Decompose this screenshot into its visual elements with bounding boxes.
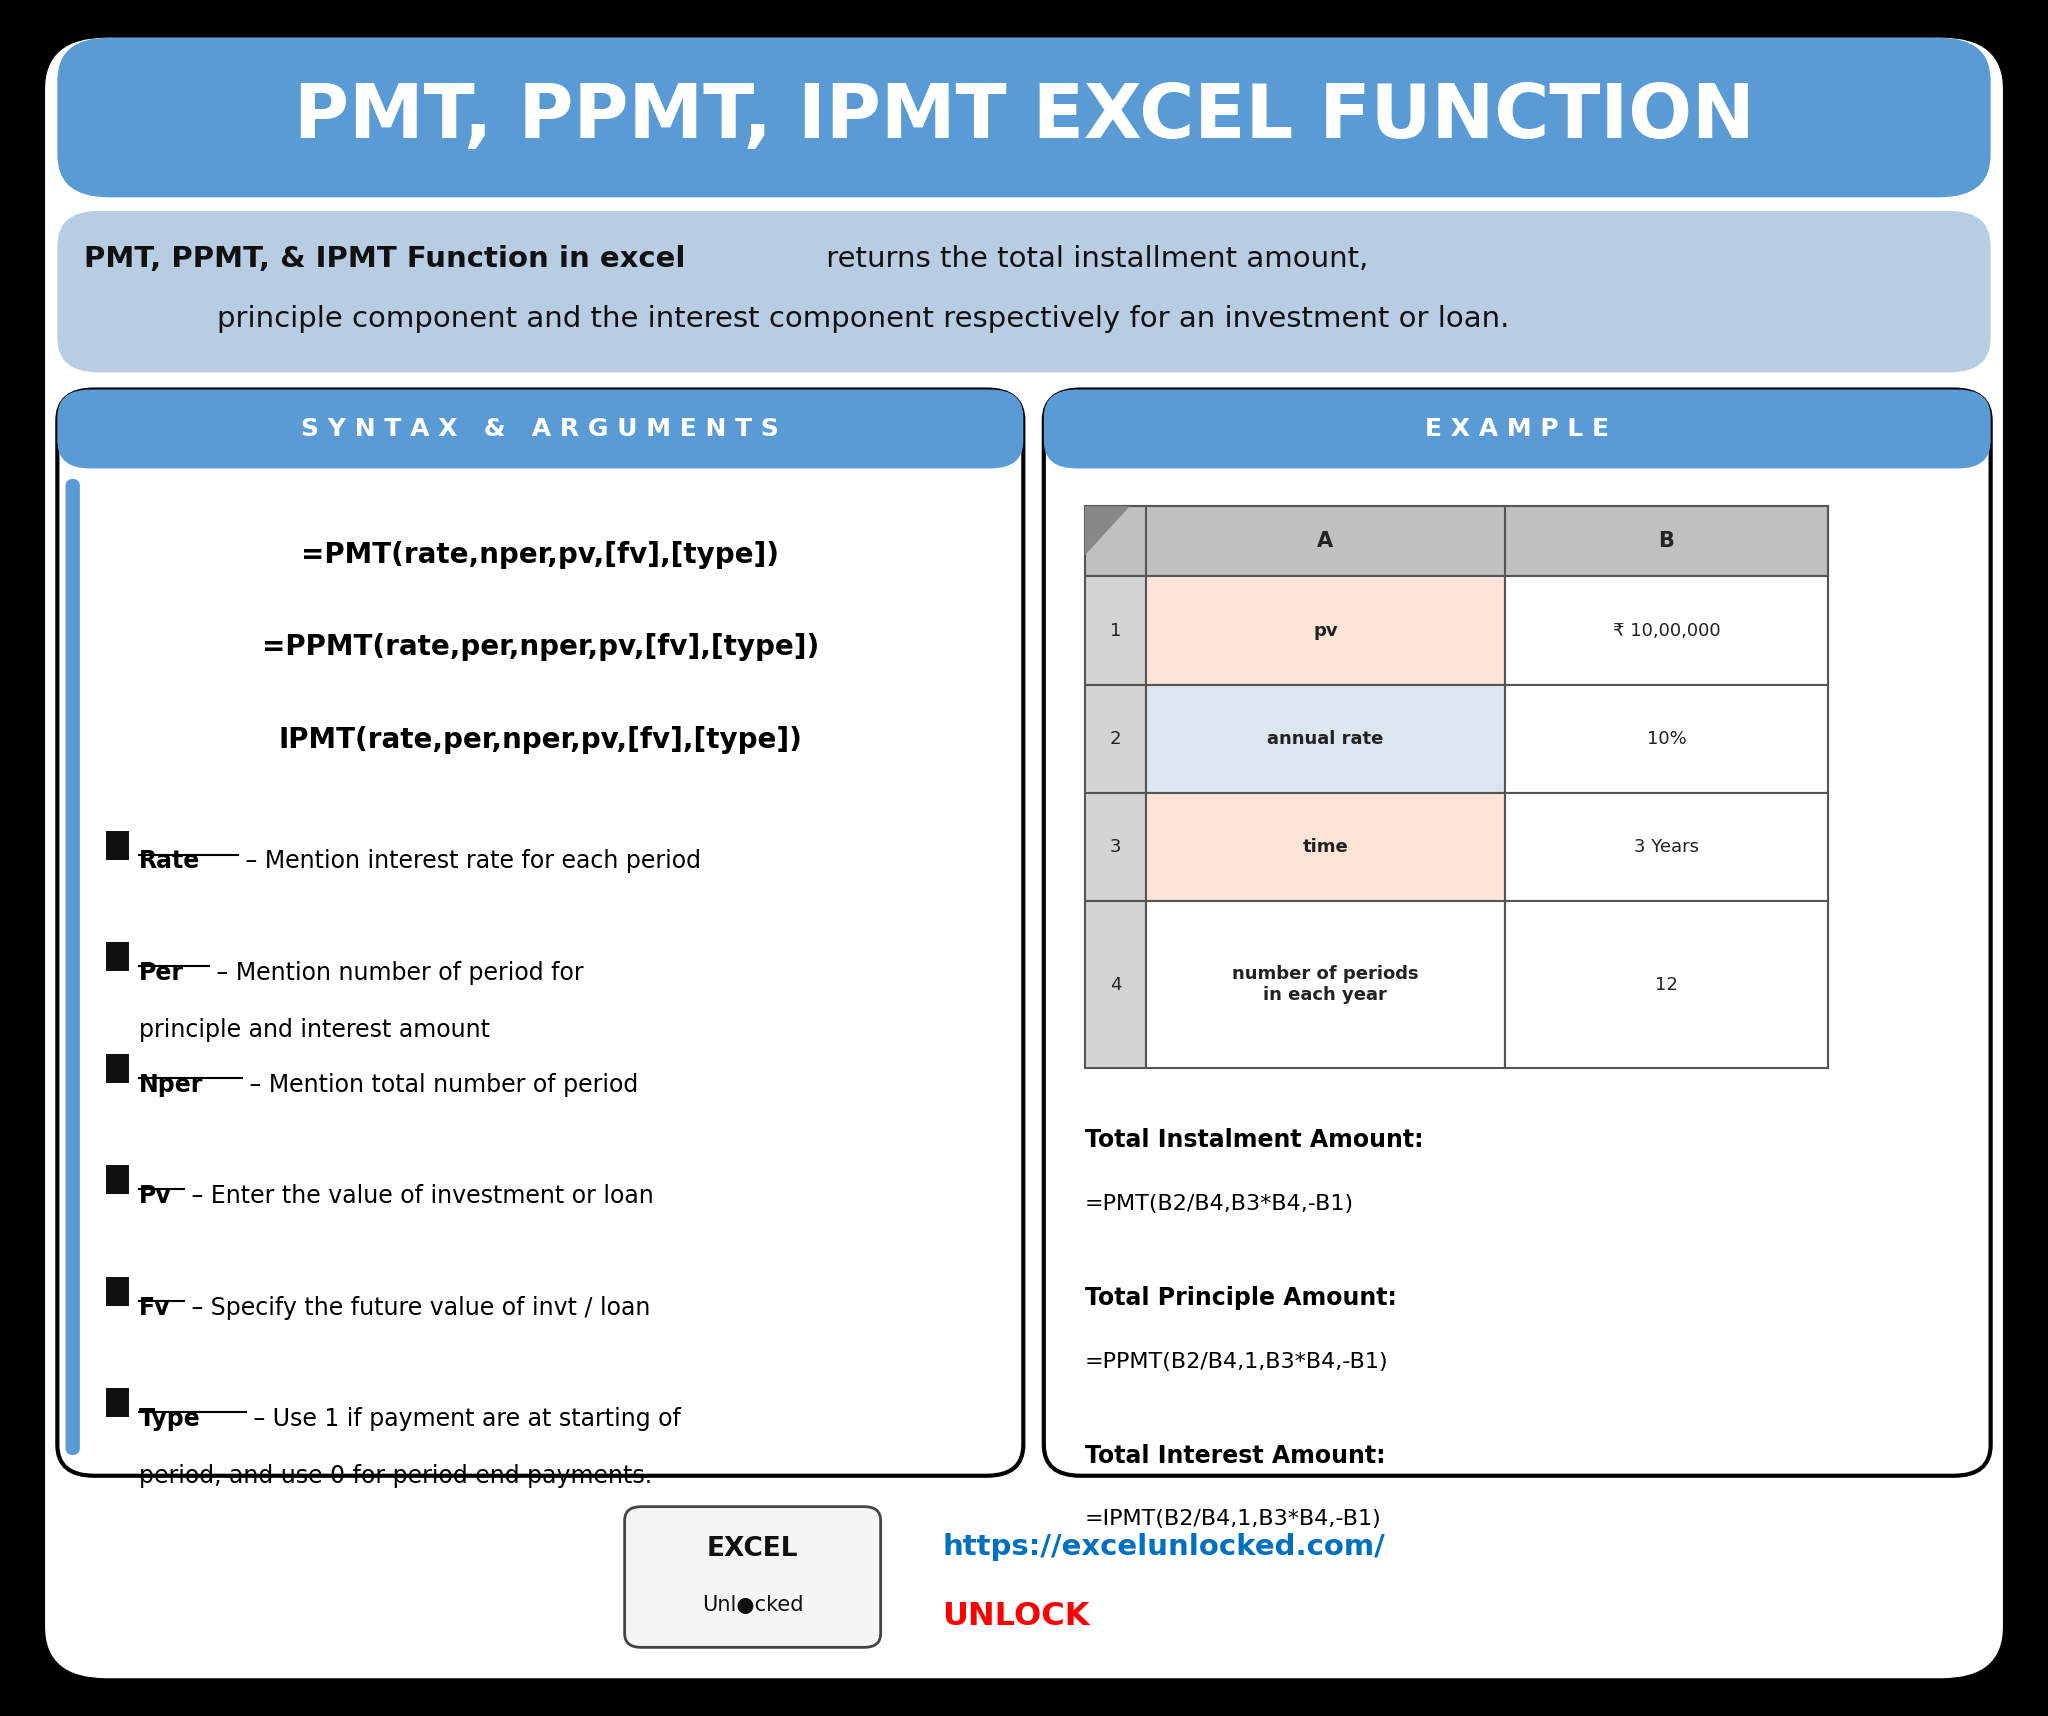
Polygon shape [1085,506,1130,556]
Text: Per: Per [139,961,184,985]
Text: principle component and the interest component respectively for an investment or: principle component and the interest com… [217,305,1509,333]
Text: =IPMT(B2/B4,1,B3*B4,-B1): =IPMT(B2/B4,1,B3*B4,-B1) [1085,1510,1382,1529]
Text: 1: 1 [1110,621,1120,640]
Text: – Specify the future value of invt / loan: – Specify the future value of invt / loa… [184,1296,651,1320]
Bar [106,831,129,860]
FancyBboxPatch shape [57,390,1024,1476]
Bar [1147,793,1505,901]
Text: Fv: Fv [139,1296,170,1320]
Text: UNLOCK: UNLOCK [942,1601,1090,1632]
Bar [1505,793,1829,901]
Bar [1085,793,1147,901]
Text: PMT, PPMT, & IPMT Function in excel: PMT, PPMT, & IPMT Function in excel [84,245,686,273]
Text: B: B [1659,532,1675,551]
Text: Total Interest Amount:: Total Interest Amount: [1085,1445,1384,1469]
Text: ₹ 10,00,000: ₹ 10,00,000 [1612,621,1720,640]
FancyBboxPatch shape [625,1507,881,1647]
Text: – Enter the value of investment or loan: – Enter the value of investment or loan [184,1184,653,1208]
FancyBboxPatch shape [66,479,80,1455]
Text: pv: pv [1313,621,1337,640]
Bar [1505,685,1829,793]
Text: time: time [1303,837,1348,856]
Text: Type: Type [139,1407,201,1431]
FancyBboxPatch shape [57,390,1024,468]
Text: returns the total installment amount,: returns the total installment amount, [817,245,1368,273]
Bar [1085,506,1829,577]
Text: – Mention number of period for: – Mention number of period for [209,961,584,985]
FancyBboxPatch shape [45,38,2003,1678]
Bar [106,942,129,971]
Text: Rate: Rate [139,849,201,873]
Text: annual rate: annual rate [1268,729,1384,748]
Text: Total Principle Amount:: Total Principle Amount: [1085,1287,1397,1311]
Bar [1147,901,1505,1069]
Text: E X A M P L E: E X A M P L E [1425,417,1610,441]
Bar [1147,685,1505,793]
Text: 3 Years: 3 Years [1634,837,1700,856]
Bar [1505,901,1829,1069]
Text: 10%: 10% [1647,729,1686,748]
Text: =PMT(B2/B4,B3*B4,-B1): =PMT(B2/B4,B3*B4,-B1) [1085,1194,1354,1213]
Text: 12: 12 [1655,976,1677,994]
Bar [106,1277,129,1306]
FancyBboxPatch shape [57,38,1991,197]
FancyBboxPatch shape [1044,390,1991,468]
Text: =PPMT(B2/B4,1,B3*B4,-B1): =PPMT(B2/B4,1,B3*B4,-B1) [1085,1352,1389,1371]
Text: Total Instalment Amount:: Total Instalment Amount: [1085,1129,1423,1153]
Text: period, and use 0 for period end payments.: period, and use 0 for period end payment… [139,1464,653,1488]
Bar [1085,685,1147,793]
Text: IPMT(rate,per,nper,pv,[fv],[type]): IPMT(rate,per,nper,pv,[fv],[type]) [279,726,803,753]
Bar [106,1054,129,1083]
Bar [1085,577,1147,685]
Text: 3: 3 [1110,837,1120,856]
Text: PMT, PPMT, IPMT EXCEL FUNCTION: PMT, PPMT, IPMT EXCEL FUNCTION [293,81,1755,154]
Text: Nper: Nper [139,1072,203,1097]
Text: – Use 1 if payment are at starting of: – Use 1 if payment are at starting of [246,1407,680,1431]
Text: – Mention interest rate for each period: – Mention interest rate for each period [238,849,700,873]
Text: https://excelunlocked.com/: https://excelunlocked.com/ [942,1534,1384,1562]
Text: A: A [1317,532,1333,551]
Bar [106,1165,129,1194]
FancyBboxPatch shape [57,211,1991,372]
FancyBboxPatch shape [57,1483,1991,1668]
Text: principle and interest amount: principle and interest amount [139,1018,489,1042]
Bar [106,1388,129,1417]
Text: 2: 2 [1110,729,1120,748]
Bar [1147,577,1505,685]
Text: =PPMT(rate,per,nper,pv,[fv],[type]): =PPMT(rate,per,nper,pv,[fv],[type]) [262,633,819,661]
Bar [1085,901,1147,1069]
Text: =PMT(rate,nper,pv,[fv],[type]): =PMT(rate,nper,pv,[fv],[type]) [301,541,780,568]
Text: S Y N T A X   &   A R G U M E N T S: S Y N T A X & A R G U M E N T S [301,417,780,441]
Text: Pv: Pv [139,1184,172,1208]
Bar [1505,577,1829,685]
Text: 4: 4 [1110,976,1120,994]
Text: – Mention total number of period: – Mention total number of period [242,1072,637,1097]
Text: EXCEL: EXCEL [707,1536,799,1562]
FancyBboxPatch shape [1044,390,1991,1476]
Text: number of periods
in each year: number of periods in each year [1233,964,1419,1004]
Text: Unl●cked: Unl●cked [702,1596,803,1615]
